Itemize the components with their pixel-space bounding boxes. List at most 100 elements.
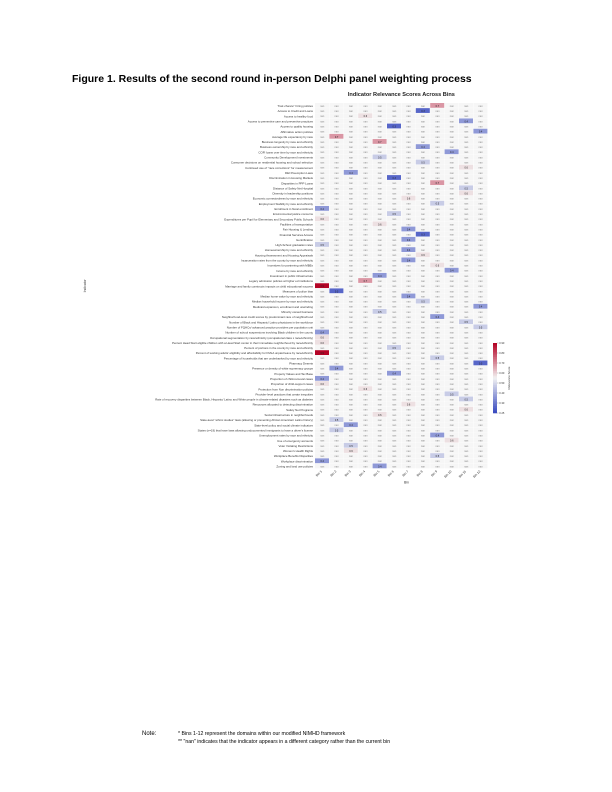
heatmap-cell bbox=[473, 252, 488, 258]
heatmap-cell bbox=[372, 309, 387, 314]
cell-value-label: nan bbox=[335, 182, 340, 185]
colorbar-segment bbox=[493, 351, 497, 354]
heatmap-cell bbox=[444, 278, 459, 283]
cell-value-label: nan bbox=[363, 404, 368, 407]
cell-value-label: nan bbox=[378, 120, 383, 123]
heatmap-cell bbox=[473, 133, 488, 139]
heatmap-cell bbox=[415, 159, 430, 165]
cell-value-label: nan bbox=[421, 465, 426, 468]
cell-value-label: nan bbox=[335, 115, 340, 118]
cell-value-label: nan bbox=[421, 198, 426, 201]
cell-value-label: nan bbox=[320, 326, 325, 329]
cell-value-label: nan bbox=[349, 342, 354, 345]
heatmap-cell bbox=[415, 123, 430, 129]
cell-value-label: nan bbox=[435, 465, 440, 468]
row-label: Proportion of child-support cases bbox=[271, 382, 314, 386]
heatmap-cell bbox=[459, 381, 473, 386]
cell-value-label: nan bbox=[349, 120, 354, 123]
colorbar-segment bbox=[493, 358, 497, 361]
cell-value-label: nan bbox=[392, 331, 397, 334]
cell-value-label: nan bbox=[421, 177, 426, 180]
heatmap-cell bbox=[459, 123, 473, 129]
heatmap-cell bbox=[444, 267, 459, 273]
heatmap-cell bbox=[329, 231, 344, 237]
cell-value-label: nan bbox=[392, 378, 397, 381]
heatmap-cell bbox=[401, 175, 416, 180]
cell-value-label: nan bbox=[450, 254, 455, 257]
heatmap-cell bbox=[329, 144, 344, 149]
heatmap-cell bbox=[459, 190, 473, 196]
heatmap-cell bbox=[343, 458, 358, 464]
cell-value-label: nan bbox=[349, 239, 354, 242]
heatmap-cell bbox=[358, 432, 373, 438]
cell-value-label: nan bbox=[421, 285, 426, 288]
heatmap-cell bbox=[459, 180, 473, 186]
heatmap-cell bbox=[343, 216, 358, 222]
colorbar-segment bbox=[493, 348, 497, 351]
cell-value-label: nan bbox=[392, 316, 397, 319]
heatmap-cell bbox=[372, 360, 387, 366]
heatmap-cell bbox=[459, 149, 473, 155]
cell-value-label: nan bbox=[464, 455, 469, 458]
heatmap-cell bbox=[315, 442, 329, 448]
heatmap-cell bbox=[372, 231, 387, 237]
cell-value-label: nan bbox=[407, 440, 412, 443]
cell-value-label: nan bbox=[407, 362, 412, 365]
cell-value-label: nan bbox=[349, 177, 354, 180]
cell-value-label: nan bbox=[335, 275, 340, 278]
cell-value-label: nan bbox=[392, 265, 397, 268]
cell-value-label: nan bbox=[320, 275, 325, 278]
heatmap-cell bbox=[444, 381, 459, 386]
cell-value-label: nan bbox=[378, 419, 383, 422]
heatmap-cell bbox=[372, 144, 387, 149]
cell-value-label: nan bbox=[421, 393, 426, 396]
heatmap-cell bbox=[329, 257, 344, 263]
heatmap-cell bbox=[444, 345, 459, 350]
heatmap-cell bbox=[387, 334, 401, 340]
heatmap-cell bbox=[415, 453, 430, 458]
row-label: COFI loans over time by race and ethnici… bbox=[258, 150, 313, 154]
heatmap-cell bbox=[430, 396, 445, 402]
cell-value-label: nan bbox=[335, 321, 340, 324]
cell-value-label: nan bbox=[450, 141, 455, 144]
heatmap-cell bbox=[430, 453, 445, 458]
heatmap-cell bbox=[459, 267, 473, 273]
heatmap-cell bbox=[358, 417, 373, 422]
x-tick-label: Bin 7 bbox=[401, 469, 409, 477]
cell-value-label: nan bbox=[450, 234, 455, 237]
heatmap-cell bbox=[372, 185, 387, 191]
heatmap-cell bbox=[387, 386, 401, 392]
heatmap-cell bbox=[329, 303, 344, 309]
heatmap-cell bbox=[387, 103, 401, 108]
heatmap-cell bbox=[459, 293, 473, 299]
heatmap-cell bbox=[329, 442, 344, 448]
cell-value-label: nan bbox=[363, 301, 368, 304]
heatmap-cell bbox=[401, 159, 416, 165]
cell-value-label: nan bbox=[421, 450, 426, 453]
heatmap-cell bbox=[401, 370, 416, 376]
row-label: Proportion of child-removal cases bbox=[270, 377, 313, 381]
heatmap-cell bbox=[358, 216, 373, 222]
cell-value-label: nan bbox=[464, 280, 469, 283]
heatmap-cell bbox=[415, 401, 430, 407]
cell-value-label: nan bbox=[320, 301, 325, 304]
cell-value-label: 0.5 bbox=[436, 357, 440, 360]
cell-value-label: nan bbox=[464, 265, 469, 268]
heatmap-cell bbox=[343, 267, 358, 273]
cell-value-label: nan bbox=[464, 105, 469, 108]
cell-value-label: nan bbox=[349, 156, 354, 159]
cell-value-label: nan bbox=[421, 167, 426, 170]
heatmap-cell bbox=[430, 236, 445, 242]
heatmap-cell bbox=[444, 113, 459, 119]
cell-value-label: nan bbox=[378, 239, 383, 242]
heatmap-cell bbox=[473, 401, 488, 407]
cell-value-label: nan bbox=[378, 409, 383, 412]
heatmap-cell bbox=[387, 345, 401, 350]
cell-value-label: nan bbox=[392, 208, 397, 211]
cell-value-label: nan bbox=[363, 131, 368, 134]
heatmap-cell bbox=[343, 139, 358, 144]
heatmap-cell bbox=[473, 350, 488, 355]
heatmap-cell bbox=[329, 406, 344, 412]
row-label: Access to preventive care and preventive… bbox=[248, 119, 314, 123]
cell-value-label: nan bbox=[464, 177, 469, 180]
